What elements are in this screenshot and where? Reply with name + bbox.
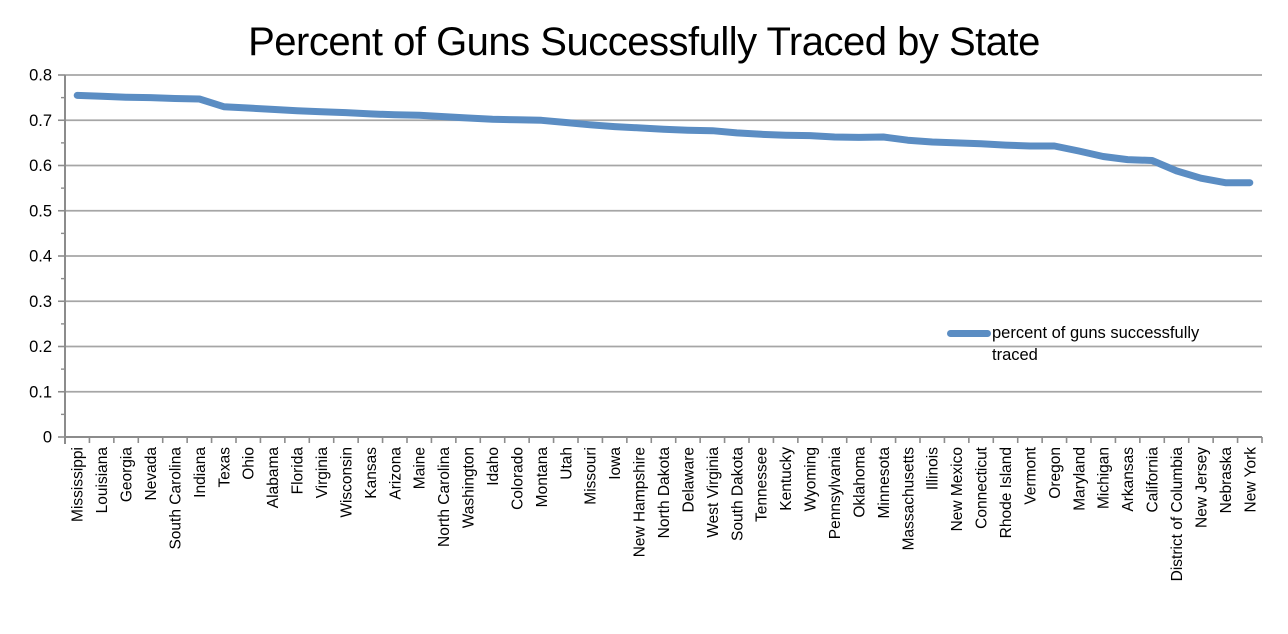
x-axis-tick-label: Florida [290, 447, 307, 495]
x-axis-tick-label: Nebraska [1218, 447, 1235, 514]
x-axis-tick-label: Nevada [143, 447, 160, 501]
x-axis-tick-label: Arizona [387, 447, 404, 500]
x-axis-tick-label: Louisiana [94, 447, 111, 514]
x-axis-tick-label: Vermont [1022, 446, 1039, 504]
x-axis-tick-label: Massachusetts [900, 447, 917, 551]
legend-label: percent of guns successfully traced [992, 324, 1200, 364]
x-axis-tick-label: Alabama [265, 447, 282, 509]
x-axis-tick-label: New Hampshire [632, 447, 649, 557]
x-axis-tick-label: Mississippi [70, 447, 87, 522]
y-axis-tick-label: 0.8 [29, 67, 52, 85]
y-axis-tick-label: 0 [43, 429, 52, 447]
x-axis-tick-label: Arkansas [1120, 447, 1137, 512]
x-axis-tick-label: Connecticut [974, 446, 991, 529]
x-axis-tick-label: Virginia [314, 447, 331, 499]
x-axis-tick-label: Wyoming [803, 447, 820, 511]
x-axis-tick-label: West Virginia [705, 447, 722, 538]
y-axis-tick-label: 0.5 [29, 202, 52, 220]
x-axis-tick-label: Maine [412, 447, 429, 489]
x-axis-tick-label: Illinois [925, 447, 942, 490]
data-line-percent-traced [73, 91, 1254, 187]
y-axis-tick-label: 0.1 [29, 383, 52, 401]
x-axis-tick-label: South Carolina [167, 447, 184, 550]
legend: percent of guns successfully traced [947, 322, 1237, 366]
x-axis-tick-label: Ohio [241, 447, 258, 480]
x-axis-tick-label: Kansas [363, 447, 380, 499]
x-axis-tick-label: Idaho [485, 447, 502, 486]
x-axis-tick-label: Texas [216, 447, 233, 488]
x-axis-tick-label: Maryland [1071, 447, 1088, 511]
y-axis-tick-label: 0.4 [29, 248, 52, 266]
x-axis-tick-label: Rhode Island [998, 447, 1015, 538]
x-axis-tick-label: Michigan [1096, 447, 1113, 509]
y-axis-tick-label: 0.6 [29, 157, 52, 175]
legend-line-swatch [947, 330, 991, 337]
x-axis-tick-label: Georgia [119, 447, 136, 503]
x-axis-tick-label: New York [1242, 447, 1259, 513]
y-axis-tick-label: 0.2 [29, 338, 52, 356]
x-axis-tick-label: North Dakota [656, 447, 673, 539]
x-axis-tick-label: Montana [534, 447, 551, 508]
x-axis-tick-label: Colorado [509, 447, 526, 510]
x-axis-tick-label: Delaware [680, 447, 697, 512]
x-axis-tick-label: Tennessee [754, 447, 771, 522]
x-axis-tick-label: Washington [461, 447, 478, 528]
x-axis-tick-label: Iowa [607, 447, 624, 480]
x-axis-tick-label: Minnesota [876, 447, 893, 519]
x-axis-tick-label: California [1145, 447, 1162, 513]
x-axis-tick-label: New Jersey [1193, 447, 1210, 528]
x-axis-tick-label: Kentucky [778, 447, 795, 511]
x-axis-tick-label: Oregon [1047, 447, 1064, 499]
y-axis-tick-label: 0.7 [29, 112, 52, 130]
x-axis-tick-label: Indiana [192, 447, 209, 498]
x-axis-tick-label: South Dakota [729, 447, 746, 541]
x-axis-tick-label: District of Columbia [1169, 447, 1186, 582]
x-axis-tick-label: Missouri [583, 447, 600, 505]
x-axis-tick-label: Pennsylvania [827, 447, 844, 540]
x-axis-tick-label: North Carolina [436, 447, 453, 547]
x-axis-tick-label: Oklahoma [851, 447, 868, 518]
x-axis-tick-label: Wisconsin [338, 447, 355, 518]
y-axis-tick-label: 0.3 [29, 293, 52, 311]
chart-title: Percent of Guns Successfully Traced by S… [248, 20, 1040, 64]
x-axis-tick-label: New Mexico [949, 447, 966, 531]
x-axis-tick-label: Utah [558, 447, 575, 480]
